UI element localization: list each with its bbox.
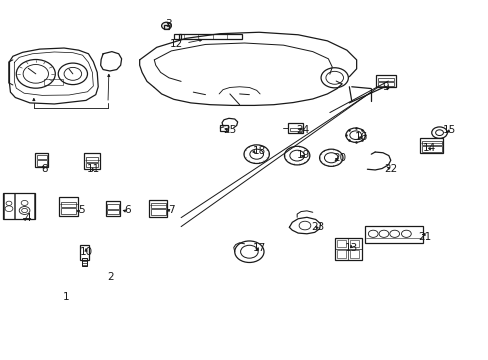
Bar [421,146,441,152]
Text: 3: 3 [165,19,172,29]
Bar [349,239,358,247]
Text: 6: 6 [124,206,130,216]
Bar [151,203,165,208]
Text: 19: 19 [296,150,309,160]
Bar [334,238,361,260]
Bar [107,210,119,214]
Bar [37,160,46,166]
Bar [80,245,89,260]
Text: 5: 5 [78,206,84,216]
Bar [37,155,46,159]
Bar [151,210,165,215]
Bar [365,226,422,243]
Bar [163,25,169,30]
Text: 15: 15 [442,125,455,135]
Text: 1: 1 [63,292,70,302]
Bar [220,126,227,131]
Text: 20: 20 [332,153,346,163]
Bar [4,193,14,219]
Text: 7: 7 [168,206,174,216]
Bar [377,78,393,81]
Text: 23: 23 [310,222,324,231]
Bar [82,258,87,266]
Bar [289,128,301,131]
Bar [105,201,120,216]
Bar [86,163,98,167]
Bar [349,250,358,258]
Text: 10: 10 [80,247,92,257]
Text: 12: 12 [169,39,183,49]
Bar [59,197,78,216]
Bar [35,153,48,167]
Bar [61,208,76,214]
Bar [61,202,76,207]
Bar [86,157,98,162]
Text: 21: 21 [417,232,430,242]
Bar [178,34,242,39]
Bar [149,200,166,217]
Bar [419,138,443,153]
Text: 22: 22 [384,164,397,174]
Text: 9: 9 [382,82,388,92]
Bar [173,35,180,39]
Bar [375,75,395,87]
Text: 2: 2 [107,272,114,282]
Text: 25: 25 [223,125,236,135]
Bar [3,193,35,220]
Bar [107,204,119,209]
Bar [288,123,303,133]
Text: 11: 11 [86,164,100,174]
Circle shape [161,22,171,30]
Text: 24: 24 [296,125,309,135]
Bar [377,82,393,86]
Text: 18: 18 [252,146,265,156]
Bar [83,153,100,169]
Text: 14: 14 [422,143,435,153]
Text: 13: 13 [345,243,358,253]
Text: 16: 16 [354,132,367,142]
Text: 8: 8 [41,164,48,174]
Bar [421,141,441,145]
Bar [336,250,345,258]
Text: 4: 4 [24,213,31,222]
Bar [43,79,63,85]
Bar [336,239,345,247]
Text: 17: 17 [252,243,265,253]
Bar [15,193,34,219]
